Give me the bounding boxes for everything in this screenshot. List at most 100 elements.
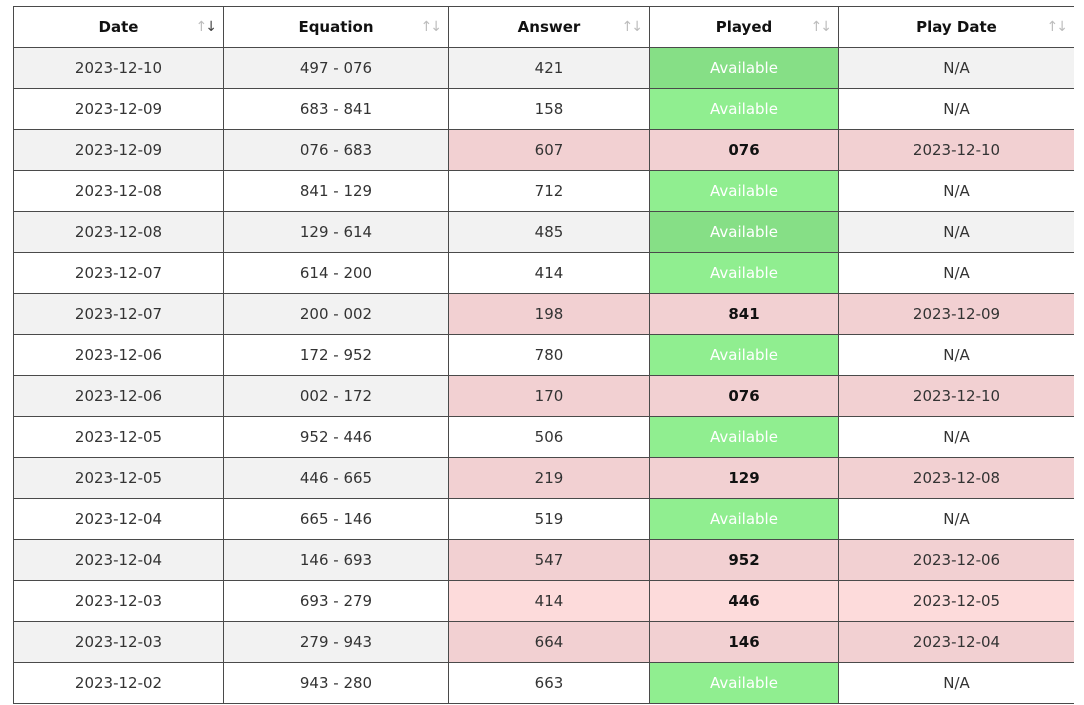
play-date-cell: N/A [838, 211, 1074, 253]
column-header-play-date[interactable]: Play Date ↑↓ [838, 6, 1074, 48]
play-date-cell: 2023-12-08 [838, 457, 1074, 499]
table-row: 2023-12-10 497 - 076 421 Available N/A [13, 47, 1074, 89]
equation-cell: 952 - 446 [223, 416, 449, 458]
play-date-cell: N/A [838, 498, 1074, 540]
play-date-cell: N/A [838, 88, 1074, 130]
answer-cell: 485 [448, 211, 650, 253]
answer-cell: 414 [448, 252, 650, 294]
column-header-date[interactable]: Date ↑↓ [13, 6, 224, 48]
equation-cell: 943 - 280 [223, 662, 449, 704]
answer-cell: 519 [448, 498, 650, 540]
play-date-cell: N/A [838, 416, 1074, 458]
play-date-cell: N/A [838, 334, 1074, 376]
answer-cell: 547 [448, 539, 650, 581]
column-header-played[interactable]: Played ↑↓ [649, 6, 839, 48]
sort-arrows-icon: ↑↓ [621, 19, 643, 35]
date-cell: 2023-12-06 [13, 334, 224, 376]
column-header-label: Equation [298, 18, 374, 36]
equation-cell: 279 - 943 [223, 621, 449, 663]
equation-cell: 683 - 841 [223, 88, 449, 130]
table-row: 2023-12-08 129 - 614 485 Available N/A [13, 211, 1074, 253]
equation-cell: 172 - 952 [223, 334, 449, 376]
equation-cell: 446 - 665 [223, 457, 449, 499]
answer-cell: 421 [448, 47, 650, 89]
date-cell: 2023-12-08 [13, 170, 224, 212]
column-header-equation[interactable]: Equation ↑↓ [223, 6, 449, 48]
table-row: 2023-12-03 279 - 943 664 146 2023-12-04 [13, 621, 1074, 663]
play-date-cell: 2023-12-05 [838, 580, 1074, 622]
date-cell: 2023-12-04 [13, 498, 224, 540]
play-date-cell: 2023-12-06 [838, 539, 1074, 581]
date-cell: 2023-12-07 [13, 252, 224, 294]
column-header-label: Play Date [916, 18, 997, 36]
column-header-label: Date [98, 18, 139, 36]
date-cell: 2023-12-05 [13, 416, 224, 458]
played-cell: Available [649, 170, 839, 212]
table-row: 2023-12-06 002 - 172 170 076 2023-12-10 [13, 375, 1074, 417]
played-cell: 446 [649, 580, 839, 622]
played-cell: Available [649, 211, 839, 253]
answer-cell: 663 [448, 662, 650, 704]
table-row: 2023-12-03 693 - 279 414 446 2023-12-05 [13, 580, 1074, 622]
equation-cell: 614 - 200 [223, 252, 449, 294]
sort-arrows-icon: ↑↓ [810, 19, 832, 35]
play-date-cell: 2023-12-04 [838, 621, 1074, 663]
played-cell: 076 [649, 129, 839, 171]
play-date-cell: N/A [838, 662, 1074, 704]
equation-cell: 129 - 614 [223, 211, 449, 253]
played-cell: 076 [649, 375, 839, 417]
played-cell: Available [649, 47, 839, 89]
equation-cell: 076 - 683 [223, 129, 449, 171]
date-cell: 2023-12-07 [13, 293, 224, 335]
equation-cell: 200 - 002 [223, 293, 449, 335]
played-cell: Available [649, 88, 839, 130]
played-cell: Available [649, 334, 839, 376]
table-body: 2023-12-10 497 - 076 421 Available N/A 2023-1… [13, 47, 1074, 704]
answer-cell: 414 [448, 580, 650, 622]
table-row: 2023-12-07 200 - 002 198 841 2023-12-09 [13, 293, 1074, 335]
sort-arrows-icon: ↑↓ [1046, 19, 1068, 35]
played-cell: 129 [649, 457, 839, 499]
table-row: 2023-12-06 172 - 952 780 Available N/A [13, 334, 1074, 376]
equation-cell: 146 - 693 [223, 539, 449, 581]
answer-cell: 780 [448, 334, 650, 376]
play-date-cell: 2023-12-10 [838, 375, 1074, 417]
table-row: 2023-12-04 146 - 693 547 952 2023-12-06 [13, 539, 1074, 581]
column-header-label: Answer [517, 18, 581, 36]
answer-cell: 170 [448, 375, 650, 417]
equation-cell: 665 - 146 [223, 498, 449, 540]
table-row: 2023-12-05 446 - 665 219 129 2023-12-08 [13, 457, 1074, 499]
sort-arrows-icon: ↑↓ [195, 19, 217, 35]
date-cell: 2023-12-04 [13, 539, 224, 581]
date-cell: 2023-12-06 [13, 375, 224, 417]
table-row: 2023-12-02 943 - 280 663 Available N/A [13, 662, 1074, 704]
equation-cell: 841 - 129 [223, 170, 449, 212]
date-cell: 2023-12-09 [13, 88, 224, 130]
column-header-label: Played [715, 18, 773, 36]
equation-cell: 693 - 279 [223, 580, 449, 622]
table-row: 2023-12-09 683 - 841 158 Available N/A [13, 88, 1074, 130]
date-cell: 2023-12-05 [13, 457, 224, 499]
table-row: 2023-12-05 952 - 446 506 Available N/A [13, 416, 1074, 458]
answer-cell: 664 [448, 621, 650, 663]
play-date-cell: N/A [838, 47, 1074, 89]
table-header: Date ↑↓ Equation ↑↓ Answer ↑↓ Played ↑↓ Play Dat… [13, 6, 1074, 48]
results-table: Date ↑↓ Equation ↑↓ Answer ↑↓ Played ↑↓ Play Dat… [13, 6, 1074, 704]
answer-cell: 607 [448, 129, 650, 171]
table-row: 2023-12-04 665 - 146 519 Available N/A [13, 498, 1074, 540]
equation-cell: 002 - 172 [223, 375, 449, 417]
played-cell: Available [649, 416, 839, 458]
answer-cell: 158 [448, 88, 650, 130]
date-cell: 2023-12-10 [13, 47, 224, 89]
play-date-cell: 2023-12-10 [838, 129, 1074, 171]
answer-cell: 506 [448, 416, 650, 458]
answer-cell: 198 [448, 293, 650, 335]
table-row: 2023-12-08 841 - 129 712 Available N/A [13, 170, 1074, 212]
play-date-cell: N/A [838, 252, 1074, 294]
date-cell: 2023-12-03 [13, 621, 224, 663]
played-cell: Available [649, 252, 839, 294]
table-row: 2023-12-09 076 - 683 607 076 2023-12-10 [13, 129, 1074, 171]
column-header-answer[interactable]: Answer ↑↓ [448, 6, 650, 48]
header-row: Date ↑↓ Equation ↑↓ Answer ↑↓ Played ↑↓ Play Dat… [13, 6, 1074, 48]
date-cell: 2023-12-08 [13, 211, 224, 253]
